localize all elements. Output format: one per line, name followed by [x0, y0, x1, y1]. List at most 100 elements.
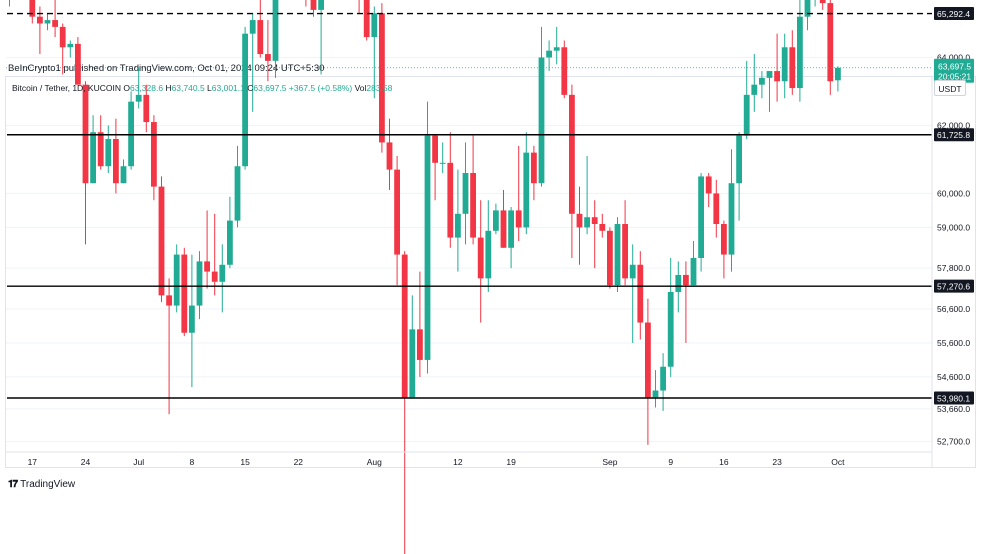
x-tick-label: 24 [81, 457, 91, 467]
candle-body [599, 223, 606, 231]
chart-panel[interactable] [5, 76, 976, 468]
candle-body [59, 26, 66, 48]
candle-body [500, 210, 507, 248]
candle-body [204, 261, 210, 272]
candle-body [211, 271, 218, 282]
candle-body [614, 223, 621, 286]
x-tick-label: 19 [506, 457, 516, 467]
legend-volume-label: Vol [354, 83, 367, 93]
legend-change-value: +367.5 (+0.58%) [288, 83, 353, 93]
candle-body [751, 84, 758, 95]
y-tick-label: 57,800.0 [937, 263, 970, 273]
candle-body [622, 223, 628, 279]
candle-body [318, 0, 324, 10]
x-tick-label: 23 [772, 457, 782, 467]
candle-body [736, 135, 742, 184]
candle-body [272, 0, 279, 61]
candle-body [439, 162, 446, 164]
level-price-label: 57,270.6 [937, 281, 970, 291]
candle-body [52, 20, 58, 27]
y-tick-label: 60,000.0 [937, 188, 970, 198]
tradingview-footer[interactable]: 𝟏𝟕 TradingView [8, 479, 75, 490]
y-tick-label: 59,000.0 [937, 222, 970, 232]
candle-body [234, 166, 241, 221]
candle-body [652, 390, 659, 398]
candle-body [569, 94, 575, 214]
legend-close-value: 63,697.5 [253, 83, 287, 93]
legend-close-label: C [247, 83, 254, 93]
level-price-tag [934, 279, 974, 293]
candle-body [721, 223, 727, 255]
candle-body [667, 291, 674, 367]
legend-open-label: O [123, 83, 130, 93]
countdown-label: 20:05:21 [938, 72, 971, 82]
legend-volume-value: 283.58 [366, 83, 393, 93]
candle-body [759, 77, 765, 85]
legend-high-label: H [165, 83, 172, 93]
candle-body [576, 213, 583, 228]
candle-body [804, 0, 811, 17]
x-tick-label: 17 [28, 457, 38, 467]
candle-body [196, 261, 203, 306]
level-price-label: 61,725.8 [937, 130, 970, 140]
candle-body [774, 71, 780, 82]
candle-body [584, 217, 590, 228]
last-price-label: 63,697.5 [938, 62, 971, 72]
candle-body [409, 329, 416, 398]
candle-body [523, 152, 530, 228]
candle-body [143, 94, 150, 123]
candle-body [485, 230, 492, 279]
candle-body [424, 135, 431, 360]
currency-selector[interactable]: USDT [934, 80, 966, 96]
candle-body [97, 132, 104, 167]
level-price-label: 53,980.1 [937, 393, 970, 403]
x-tick-label: 16 [719, 457, 729, 467]
candle-body [797, 16, 803, 89]
candle-body [508, 210, 514, 248]
level-price-tag [934, 128, 974, 142]
candle-body [455, 213, 461, 238]
candle-body [728, 183, 735, 255]
candle-body [219, 264, 226, 282]
legend-low-value: 63,001.1 [211, 83, 245, 93]
candle-body [447, 162, 454, 238]
candle-body [462, 173, 469, 214]
candle-body [690, 257, 697, 286]
candle-body [173, 254, 180, 306]
candle-body [591, 217, 598, 224]
candle-body [90, 132, 96, 184]
candle-body [819, 0, 826, 4]
legend-low-label: L [207, 83, 212, 93]
y-tick-label: 54,600.0 [937, 372, 970, 382]
published-by-text: BeInCrypto1 published on TradingView.com… [8, 63, 325, 74]
x-tick-label: Oct [831, 457, 845, 467]
candle-body [660, 366, 666, 391]
x-tick-label: 15 [240, 457, 250, 467]
candle-body [371, 13, 378, 38]
candle-body [113, 139, 119, 184]
candle-body [675, 274, 682, 292]
candle-body [493, 210, 499, 231]
level-price-tag [934, 7, 974, 21]
candle-body [698, 176, 704, 258]
candle-body [386, 142, 393, 170]
candle-body [75, 43, 81, 85]
level-price-label: 65,292.4 [937, 9, 970, 19]
candle-body [477, 237, 484, 279]
candle-body [432, 135, 438, 163]
candle-body [166, 295, 172, 306]
x-tick-label: Sep [602, 457, 617, 467]
candle-body [607, 230, 613, 286]
candle-body [249, 20, 256, 34]
candle-body [531, 152, 537, 184]
y-tick-label: 55,600.0 [937, 338, 970, 348]
candle-body [29, 0, 36, 17]
x-tick-label: Aug [367, 457, 382, 467]
candle-body [37, 16, 43, 24]
candle-body [257, 20, 264, 55]
x-tick-label: 8 [190, 457, 195, 467]
legend-open-value: 63,328.6 [129, 83, 164, 93]
candle-body [546, 50, 552, 58]
candle-body [561, 47, 568, 95]
